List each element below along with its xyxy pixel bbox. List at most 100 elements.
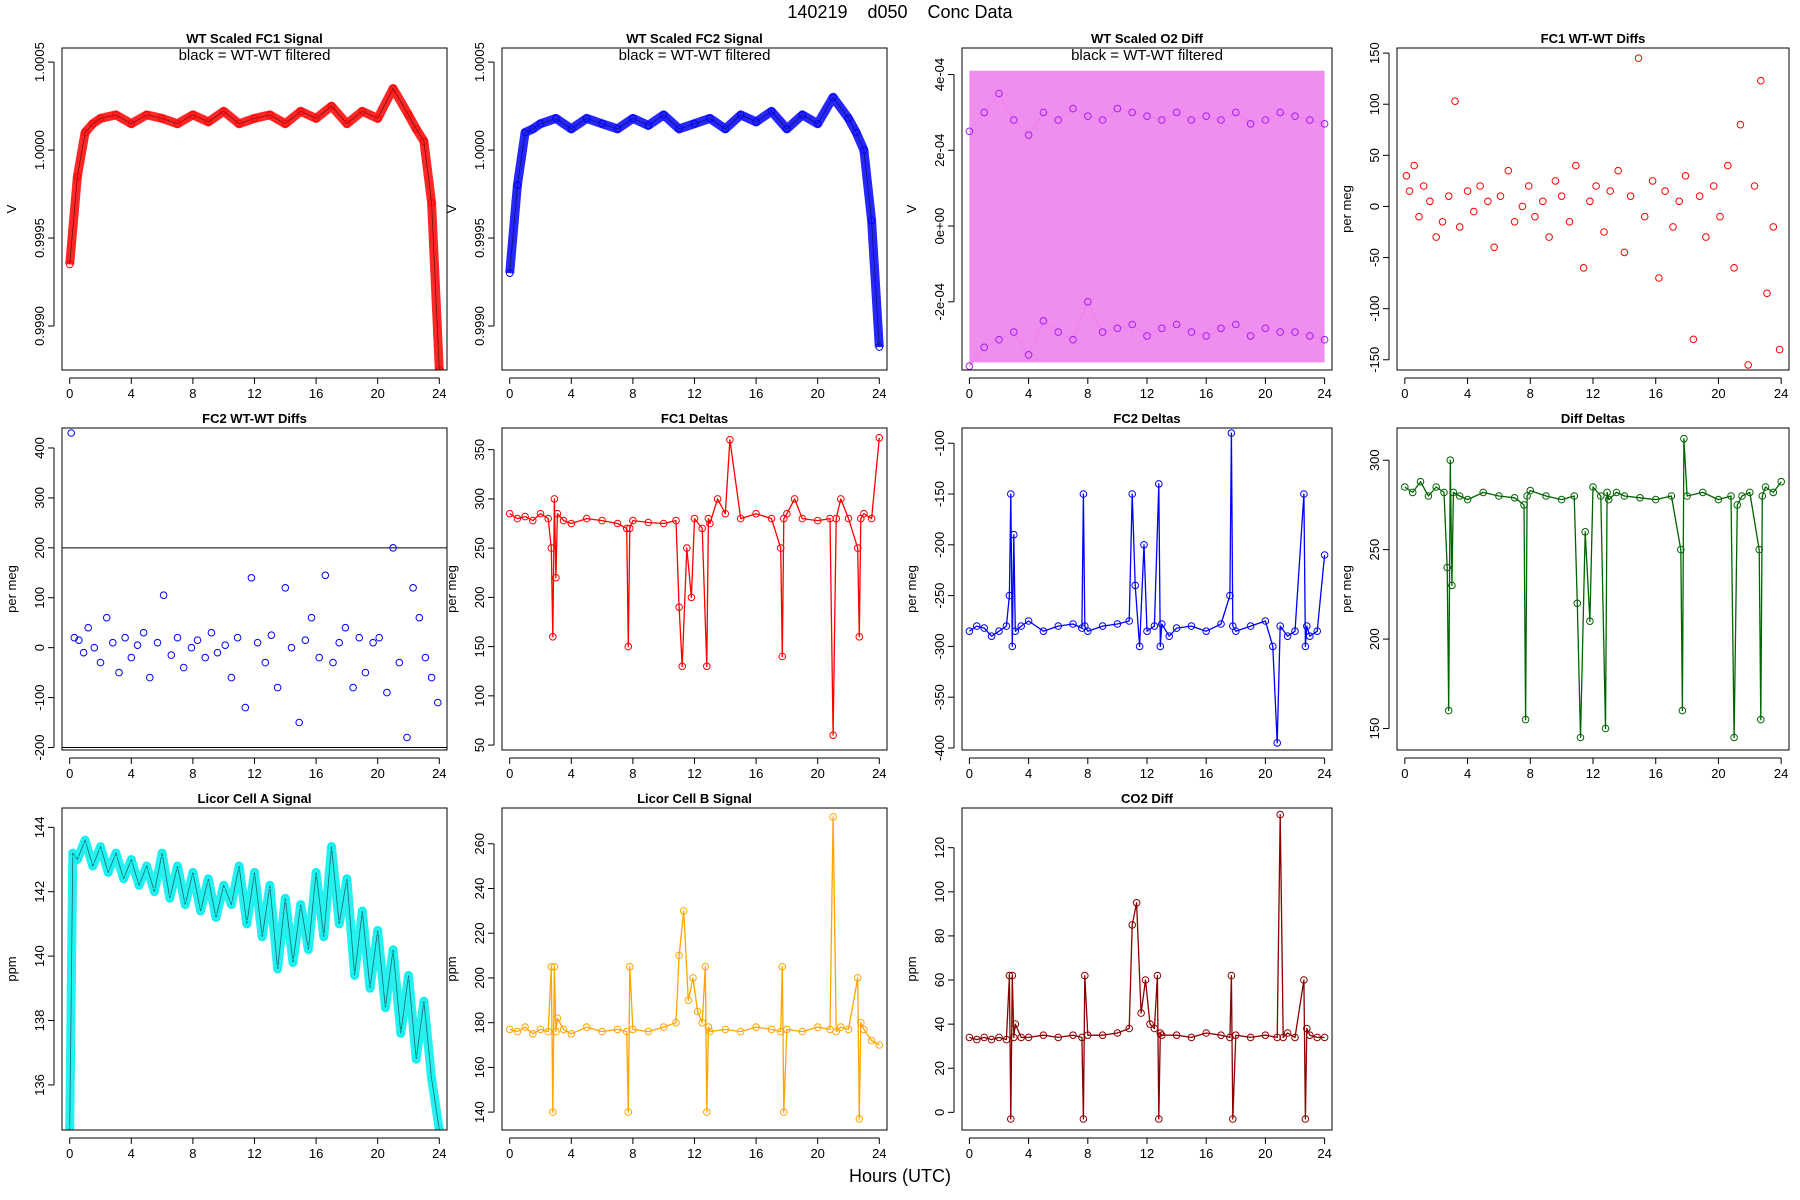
data-point (613, 519, 622, 528)
y-tick-label: 0.9990 (472, 306, 487, 346)
data-point (1463, 187, 1472, 195)
data-point (837, 1023, 845, 1031)
data-point (706, 519, 714, 528)
data-point (1415, 212, 1423, 221)
chart-annotation: black = WT-WT filtered (619, 47, 771, 64)
data-point (1172, 1031, 1181, 1039)
y-axis-label: per meg (1339, 185, 1354, 233)
data-point (1155, 480, 1163, 488)
data-point (1227, 429, 1236, 437)
x-tick-label: 24 (1317, 386, 1331, 401)
data-point (1640, 212, 1649, 221)
plot-frame (1396, 47, 1790, 371)
x-tick-label: 0 (66, 766, 73, 781)
data-point (1007, 1115, 1015, 1123)
data-point (204, 875, 213, 883)
data-point (1446, 456, 1455, 465)
y-tick-label: -350 (932, 684, 947, 710)
data-point (412, 125, 421, 133)
filtered-line (69, 87, 440, 370)
data-point (1128, 108, 1136, 117)
x-tick-label: 4 (128, 386, 135, 401)
data-point (1757, 76, 1765, 85)
data-point (146, 673, 154, 682)
y-tick-label: 80 (932, 929, 947, 943)
y-tick-label: 0.9995 (32, 218, 47, 258)
plot-frame (61, 47, 448, 371)
data-point (1586, 197, 1594, 206)
data-point (1011, 627, 1020, 636)
data-point (1010, 116, 1018, 124)
x-tick-label: 24 (432, 1146, 446, 1161)
data-point (547, 544, 556, 552)
data-point (389, 84, 397, 93)
y-axis-label: V (4, 204, 19, 213)
data-point (1141, 976, 1150, 984)
data-point (1002, 622, 1011, 630)
data-point (343, 875, 351, 883)
data-point (1521, 715, 1530, 724)
data-point (613, 1025, 622, 1034)
data-point (142, 862, 151, 870)
data-point (598, 119, 606, 128)
data-point (404, 971, 413, 980)
data-point (550, 495, 559, 503)
x-tick-label: 12 (247, 386, 261, 401)
data-point (1150, 1024, 1159, 1033)
data-point (1669, 223, 1677, 231)
data-point (1246, 1033, 1255, 1042)
data-point (1443, 563, 1451, 572)
data-point (1736, 120, 1745, 129)
data-point (860, 146, 868, 154)
data-point (219, 107, 228, 116)
data-point (1084, 1031, 1092, 1039)
data-point (1496, 192, 1505, 200)
y-tick-label: -200 (932, 532, 947, 558)
data-point (701, 963, 710, 971)
x-tick-label: 0 (966, 1146, 973, 1161)
data-point (626, 524, 634, 533)
data-point (1750, 182, 1759, 190)
data-point (1410, 161, 1418, 170)
data-point (89, 862, 97, 870)
y-tick-label: 50 (1367, 148, 1382, 162)
data-point (1603, 488, 1611, 497)
y-tick-label: 150 (472, 636, 487, 658)
plot-frame (961, 807, 1333, 1131)
data-point (1504, 166, 1513, 175)
data-point (505, 269, 514, 278)
data-point (1306, 332, 1314, 340)
y-tick-label: 1.0005 (32, 42, 47, 82)
data-point (995, 1033, 1003, 1042)
data-point (857, 1018, 865, 1027)
data-point (559, 516, 568, 525)
data-point (678, 662, 687, 671)
data-point (296, 107, 305, 116)
x-tick-label: 0 (66, 386, 73, 401)
series-line (65, 84, 444, 370)
data-point (1232, 627, 1240, 636)
y-tick-label: 138 (32, 1010, 47, 1032)
data-point (1709, 182, 1718, 190)
data-point (1002, 1035, 1011, 1044)
data-point (373, 114, 382, 123)
x-tick-label: 8 (1084, 386, 1091, 401)
x-tick-label: 12 (1140, 1146, 1154, 1161)
data-point (1424, 492, 1433, 500)
data-point (536, 119, 545, 128)
data-point (1769, 488, 1778, 497)
data-point (327, 842, 336, 851)
data-point (1531, 212, 1539, 221)
data-point (995, 89, 1003, 98)
data-point (1490, 243, 1498, 252)
x-tick-label: 24 (1774, 766, 1788, 781)
data-point (1320, 1033, 1329, 1042)
data-point (505, 509, 514, 518)
data-point (1098, 328, 1107, 336)
data-point (552, 114, 560, 123)
data-point (1678, 706, 1687, 715)
x-tick-label: 24 (432, 766, 446, 781)
data-point (1158, 620, 1166, 628)
chart-title: FC2 Deltas (1113, 411, 1180, 426)
plot-area (1402, 54, 1784, 369)
